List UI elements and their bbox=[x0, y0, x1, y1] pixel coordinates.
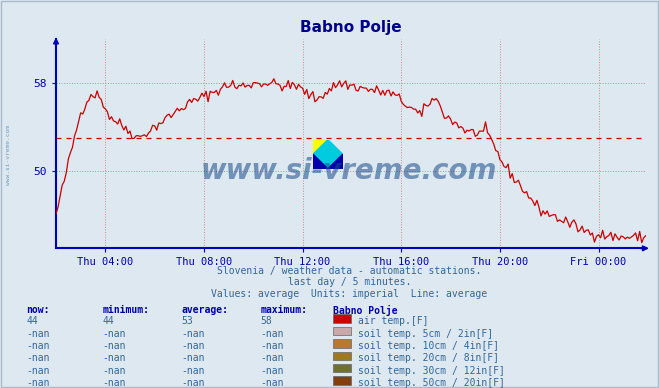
Polygon shape bbox=[313, 154, 328, 169]
Polygon shape bbox=[328, 154, 343, 169]
Text: -nan: -nan bbox=[26, 378, 50, 388]
Text: -nan: -nan bbox=[181, 353, 205, 364]
Text: Values: average  Units: imperial  Line: average: Values: average Units: imperial Line: av… bbox=[211, 289, 488, 299]
Text: -nan: -nan bbox=[260, 378, 284, 388]
Text: 44: 44 bbox=[26, 316, 38, 326]
Text: soil temp. 5cm / 2in[F]: soil temp. 5cm / 2in[F] bbox=[358, 329, 493, 339]
Text: www.si-vreme.com: www.si-vreme.com bbox=[201, 157, 498, 185]
Text: 53: 53 bbox=[181, 316, 193, 326]
Text: -nan: -nan bbox=[181, 329, 205, 339]
Text: now:: now: bbox=[26, 305, 50, 315]
Text: -nan: -nan bbox=[181, 341, 205, 351]
Text: last day / 5 minutes.: last day / 5 minutes. bbox=[287, 277, 411, 288]
Text: -nan: -nan bbox=[260, 353, 284, 364]
Text: soil temp. 50cm / 20in[F]: soil temp. 50cm / 20in[F] bbox=[358, 378, 505, 388]
Text: soil temp. 10cm / 4in[F]: soil temp. 10cm / 4in[F] bbox=[358, 341, 499, 351]
Polygon shape bbox=[313, 140, 328, 154]
Text: soil temp. 20cm / 8in[F]: soil temp. 20cm / 8in[F] bbox=[358, 353, 499, 364]
Text: 44: 44 bbox=[102, 316, 114, 326]
Text: -nan: -nan bbox=[102, 378, 126, 388]
Text: -nan: -nan bbox=[26, 329, 50, 339]
Text: 58: 58 bbox=[260, 316, 272, 326]
Text: -nan: -nan bbox=[26, 341, 50, 351]
Text: -nan: -nan bbox=[102, 341, 126, 351]
Text: average:: average: bbox=[181, 305, 228, 315]
Text: -nan: -nan bbox=[260, 329, 284, 339]
Text: -nan: -nan bbox=[102, 353, 126, 364]
Text: soil temp. 30cm / 12in[F]: soil temp. 30cm / 12in[F] bbox=[358, 366, 505, 376]
Text: -nan: -nan bbox=[260, 366, 284, 376]
Text: -nan: -nan bbox=[26, 366, 50, 376]
Polygon shape bbox=[313, 140, 343, 169]
Text: air temp.[F]: air temp.[F] bbox=[358, 316, 428, 326]
Text: -nan: -nan bbox=[260, 341, 284, 351]
Text: -nan: -nan bbox=[26, 353, 50, 364]
Title: Babno Polje: Babno Polje bbox=[300, 20, 402, 35]
Text: minimum:: minimum: bbox=[102, 305, 149, 315]
Text: -nan: -nan bbox=[102, 366, 126, 376]
Text: Slovenia / weather data - automatic stations.: Slovenia / weather data - automatic stat… bbox=[217, 266, 482, 276]
Text: -nan: -nan bbox=[181, 366, 205, 376]
Text: maximum:: maximum: bbox=[260, 305, 307, 315]
Text: -nan: -nan bbox=[181, 378, 205, 388]
Text: -nan: -nan bbox=[102, 329, 126, 339]
Text: Babno Polje: Babno Polje bbox=[333, 305, 397, 315]
Text: www.si-vreme.com: www.si-vreme.com bbox=[6, 125, 11, 185]
